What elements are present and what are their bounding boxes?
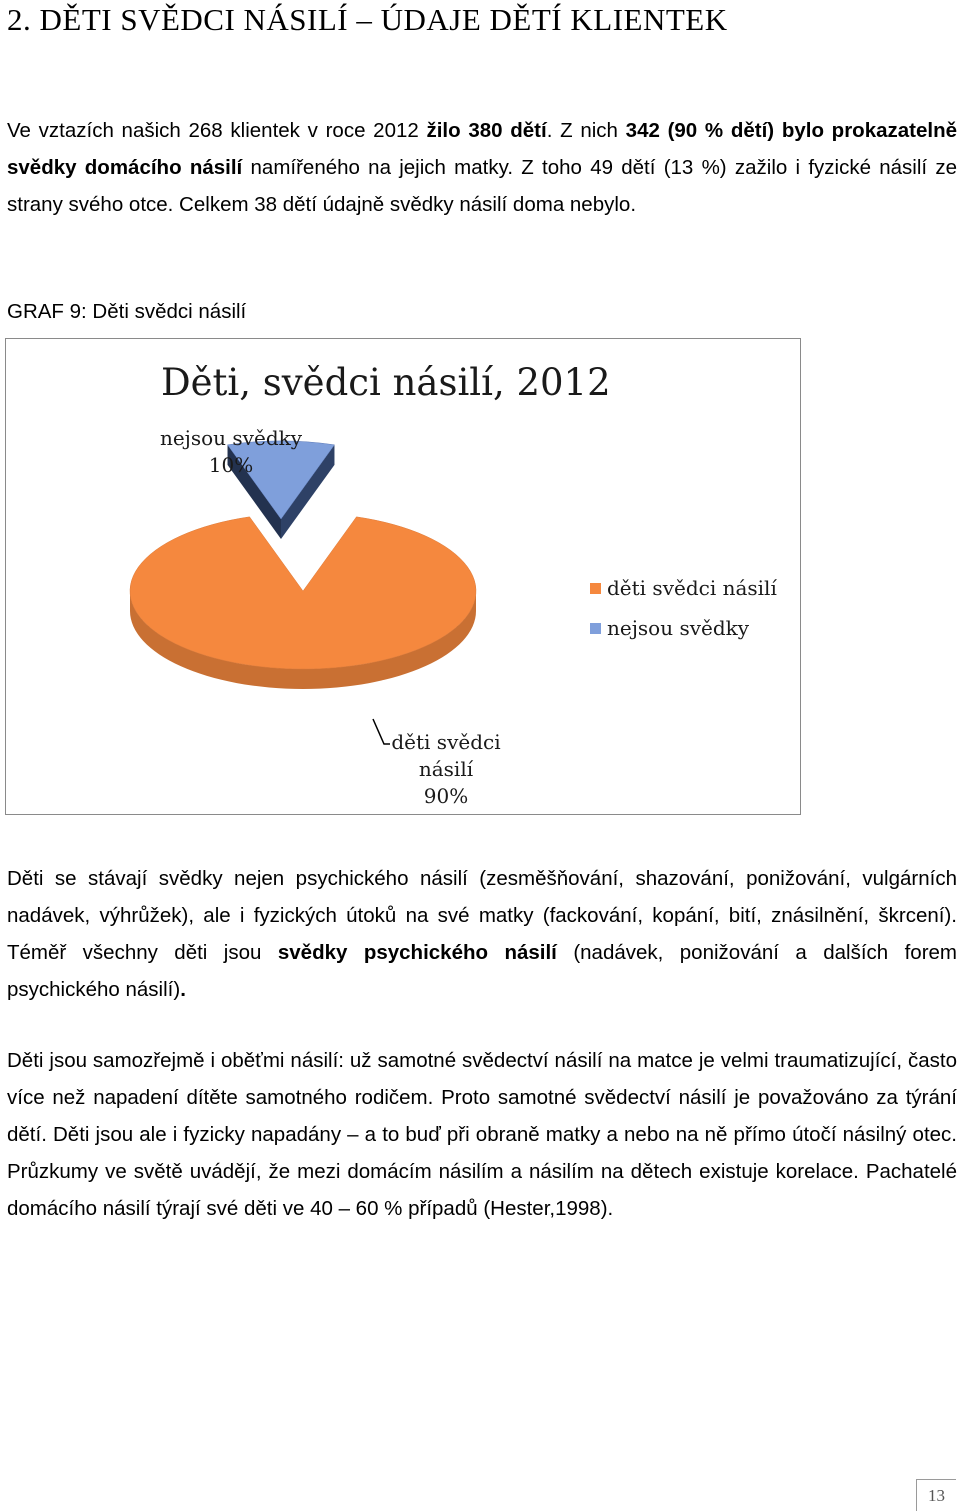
pie-group — [129, 440, 477, 689]
intro-bold-2: 342 (90 % dětí) bylo prokazatelně svědky… — [7, 119, 957, 179]
para2-text-1: Děti se stávají svědky nejen psychického… — [7, 867, 957, 964]
chart-title: Děti, svědci násilí, 2012 — [161, 361, 611, 404]
section-heading: 2. DĚTI SVĚDCI NÁSILÍ – ÚDAJE DĚTÍ KLIEN… — [7, 2, 728, 37]
intro-text-2: . Z nich — [546, 119, 626, 142]
para2-text-2: (nadávek, ponižování a dalších forem psy… — [7, 941, 958, 1001]
para2-bold-2: . — [180, 978, 186, 1001]
legend-swatch-0 — [590, 583, 601, 594]
pie-side-děti-svědci-násilí — [130, 591, 476, 689]
data-labels: nejsou svědky 10% děti svědci násilí 90% — [160, 426, 501, 808]
data-label-big-line-2: 90% — [424, 784, 468, 808]
chart-legend: děti svědci násilí nejsou svědky — [590, 576, 777, 640]
leader-line — [372, 718, 390, 745]
data-label-small-line-0: nejsou svědky — [160, 426, 303, 450]
paragraph-3: Děti jsou samozřejmě i oběťmi násilí: už… — [7, 1049, 957, 1220]
legend-label-1: nejsou svědky — [607, 616, 750, 640]
pie-chart: Děti, svědci násilí, 2012 nejsou svědky 1… — [129, 361, 777, 808]
paragraph-2: Děti se stávají svědky nejen psychického… — [7, 860, 957, 1008]
pie-slice-děti-svědci-násilí — [129, 516, 477, 670]
para2-bold-1: svědky psychického násilí — [277, 941, 557, 964]
page-number: 13 — [916, 1479, 956, 1511]
data-label-small-line-1: 10% — [209, 453, 253, 477]
pie-slice-nejsou-svědky — [227, 440, 335, 520]
intro-bold-1: žilo 380 dětí — [426, 119, 547, 142]
data-label-big-line-1: násilí — [419, 757, 474, 781]
legend-swatch-1 — [590, 623, 601, 634]
pie-side-nejsou-svědky — [227, 444, 281, 539]
intro-paragraph: Ve vztazích našich 268 klientek v roce 2… — [7, 112, 957, 223]
legend-label-0: děti svědci násilí — [607, 576, 777, 600]
intro-text-3: namířeného na jejich matky. Z toho 49 dě… — [7, 156, 957, 216]
graph-caption: GRAF 9: Děti svědci násilí — [7, 300, 247, 323]
data-label-big-line-0: děti svědci — [391, 730, 500, 754]
pie-side-inner-nejsou-svědky — [281, 444, 335, 539]
intro-text-1: Ve vztazích našich 268 klientek v roce 2… — [7, 119, 427, 142]
pie-chart-frame: Děti, svědci násilí, 2012 nejsou svědky 1… — [5, 338, 801, 815]
